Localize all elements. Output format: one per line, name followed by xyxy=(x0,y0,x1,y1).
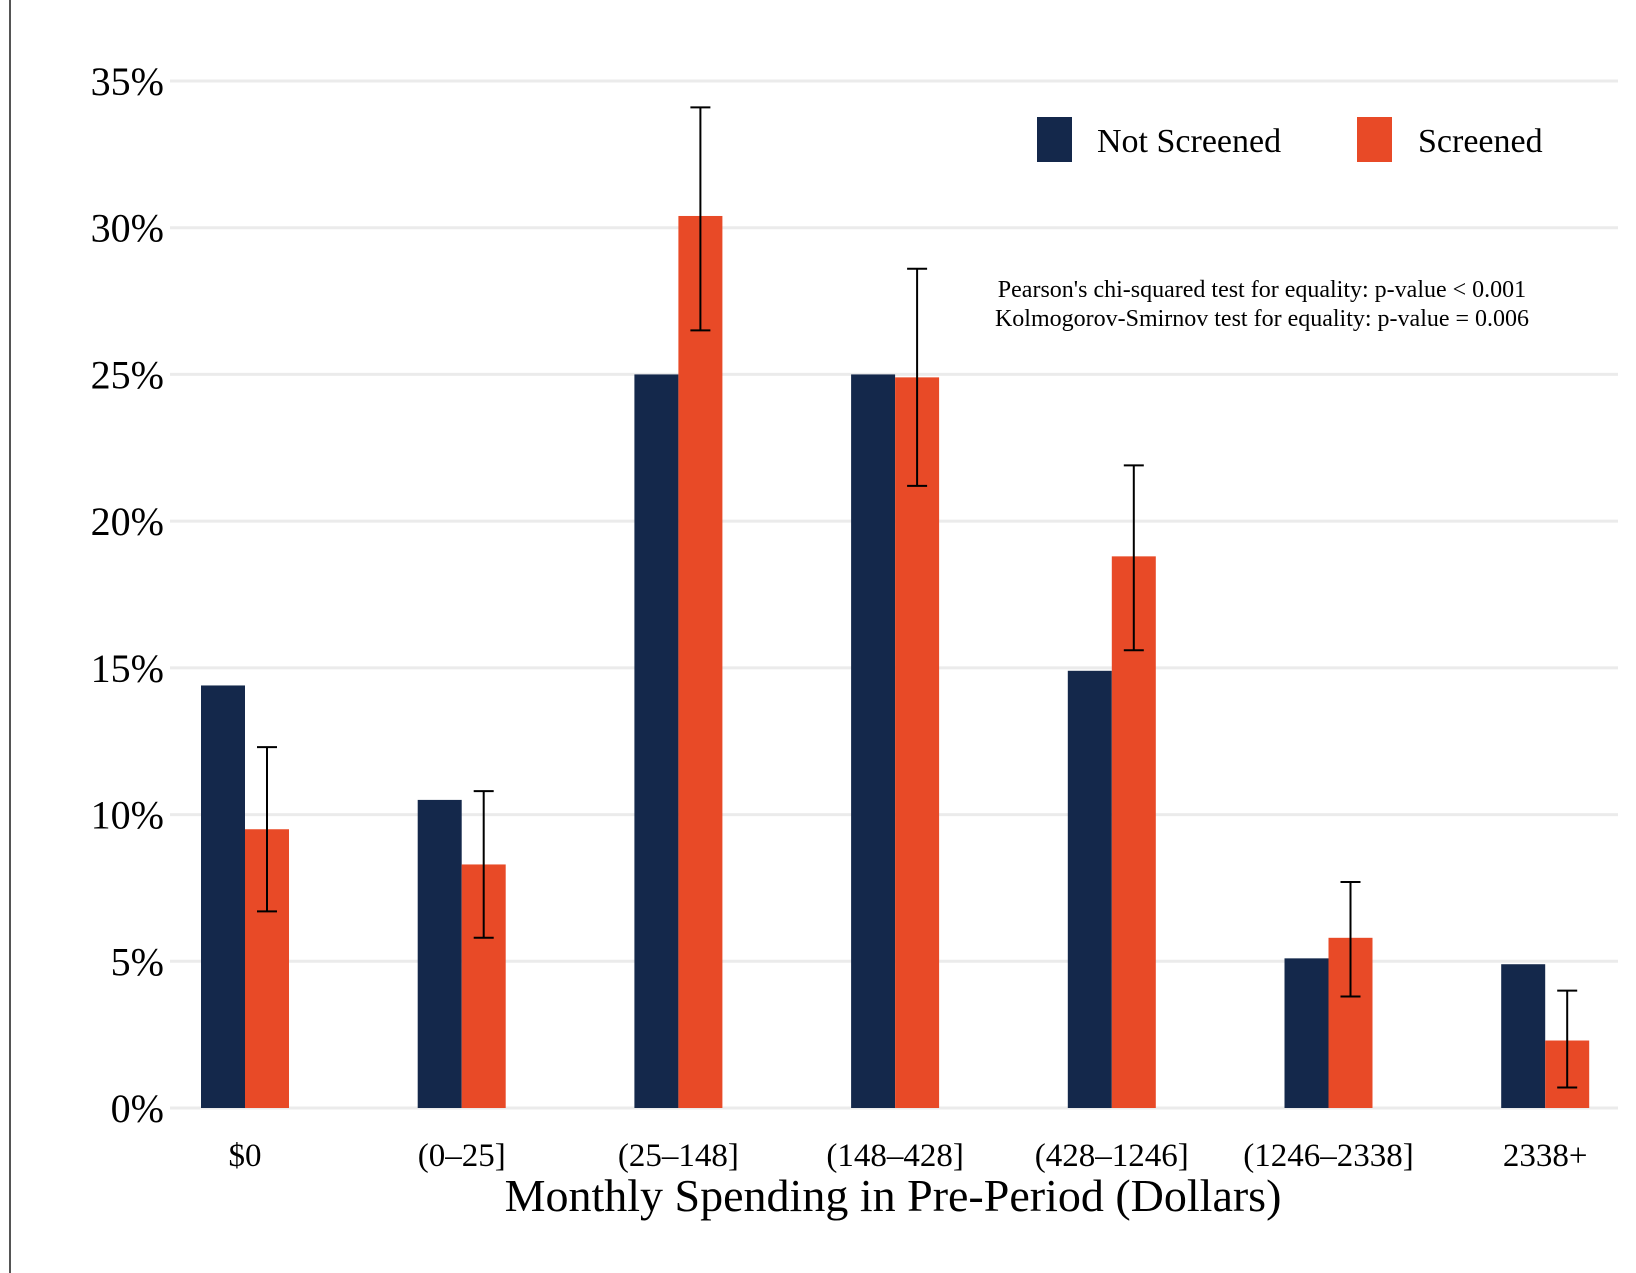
legend: Not Screened Screened xyxy=(1037,117,1543,162)
error-bar-2338 xyxy=(1557,989,1578,1089)
x-tick-label: 2338+ xyxy=(1503,1138,1588,1174)
error-bar-428-1246 xyxy=(1123,464,1144,652)
y-tick-label: 25% xyxy=(91,352,164,397)
ks-test-note: Kolmogorov-Smirnov test for equality: p-… xyxy=(995,306,1529,332)
bar-screened-25-148 xyxy=(678,215,723,1108)
x-tick-label: (25–148] xyxy=(618,1138,739,1174)
bar-screened-148-428 xyxy=(895,377,940,1108)
legend-swatch-screened xyxy=(1357,117,1392,162)
error-bars xyxy=(257,106,1578,1089)
x-tick-label: (148–428] xyxy=(826,1138,963,1174)
x-tick-label: (1246–2338] xyxy=(1243,1138,1413,1174)
y-tick-label: 20% xyxy=(91,499,164,544)
x-tick-label: (428–1246] xyxy=(1035,1138,1189,1174)
x-tick-label: (0–25] xyxy=(418,1138,506,1174)
y-axis-ticks: 0% 5% 10% 15% 20% 25% 30% 35% xyxy=(91,59,164,1131)
x-axis-label: Monthly Spending in Pre-Period (Dollars) xyxy=(505,1170,1282,1221)
error-bar-25-148 xyxy=(690,106,711,332)
x-tick-label: $0 xyxy=(229,1138,262,1174)
y-tick-label: 30% xyxy=(91,206,164,251)
error-bar-148-428 xyxy=(907,267,928,487)
bar-not-screened-25-148 xyxy=(634,374,679,1108)
statistical-test-note: Pearson's chi-squared test for equality:… xyxy=(995,277,1529,332)
x-axis-ticks: $0 (0–25] (25–148] (148–428] (428–1246] (1246… xyxy=(229,1138,1588,1174)
bar-not-screened-2338 xyxy=(1501,964,1546,1108)
legend-label-not-screened: Not Screened xyxy=(1097,123,1281,160)
pearson-test-note: Pearson's chi-squared test for equality:… xyxy=(998,277,1526,303)
legend-swatch-not-screened xyxy=(1037,117,1072,162)
y-tick-label: 0% xyxy=(111,1086,164,1131)
error-bar-0-25 xyxy=(473,790,494,939)
bar-not-screened-428-1246 xyxy=(1067,670,1112,1108)
error-bar-0 xyxy=(257,746,277,913)
legend-label-screened: Screened xyxy=(1418,123,1543,160)
y-tick-label: 10% xyxy=(91,793,164,838)
error-bar-1246-2338 xyxy=(1340,881,1361,998)
y-tick-label: 15% xyxy=(91,646,164,691)
bars xyxy=(201,215,1590,1108)
bar-not-screened-0 xyxy=(201,685,245,1108)
bar-not-screened-148-428 xyxy=(851,374,896,1108)
y-tick-label: 5% xyxy=(111,939,164,984)
bar-not-screened-0-25 xyxy=(417,799,462,1108)
y-tick-label: 35% xyxy=(91,59,164,104)
bar-not-screened-1246-2338 xyxy=(1284,958,1329,1108)
